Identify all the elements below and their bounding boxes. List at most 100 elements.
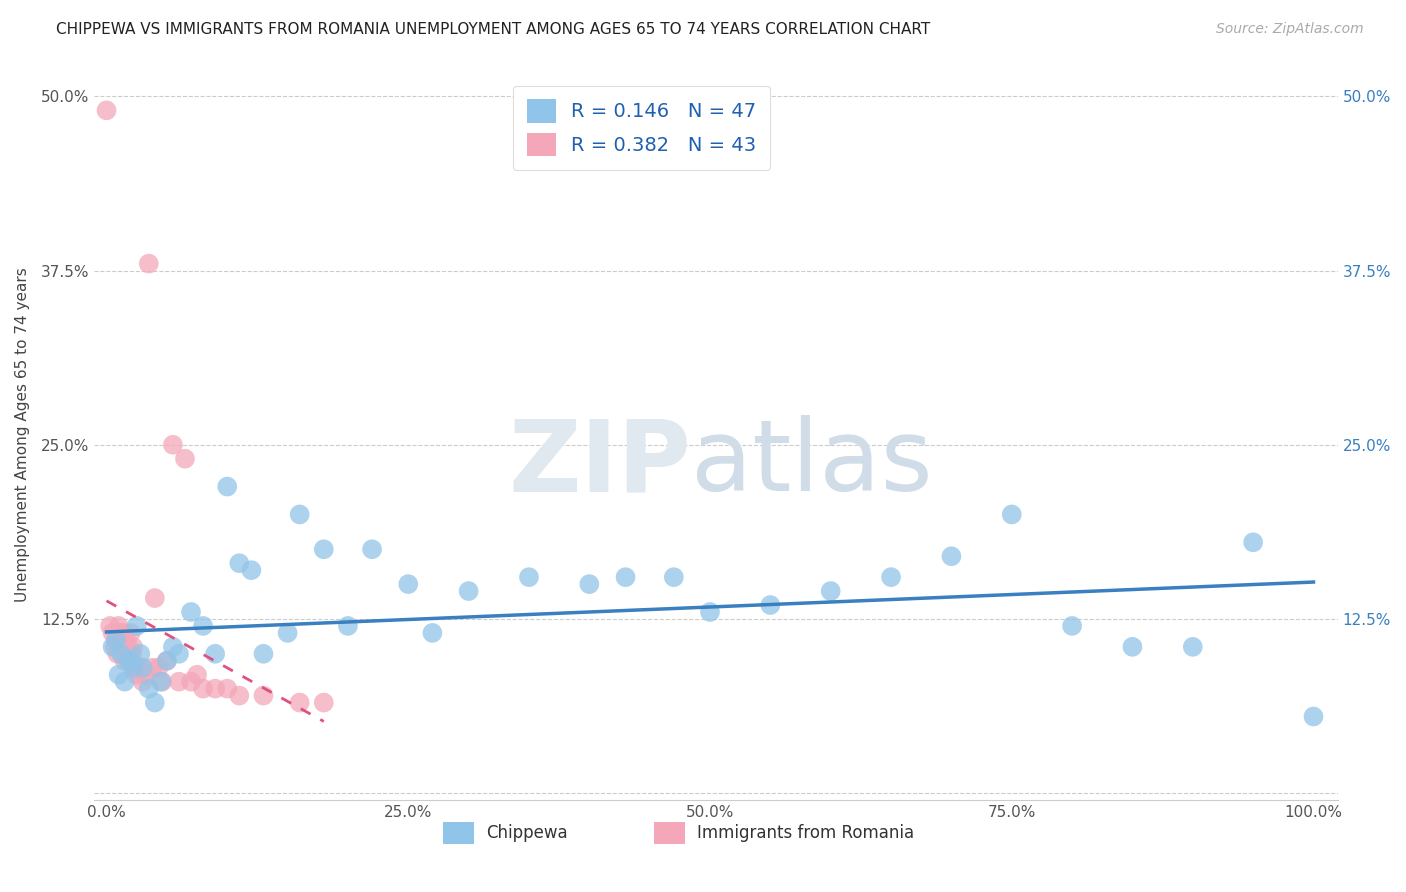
- Point: [114, 654, 136, 668]
- Point: [125, 667, 148, 681]
- Point: [98, 619, 121, 633]
- Text: Immigrants from Romania: Immigrants from Romania: [697, 824, 914, 842]
- Point: [162, 640, 184, 654]
- Point: [457, 584, 479, 599]
- Point: [121, 647, 143, 661]
- Point: [110, 626, 132, 640]
- Point: [156, 654, 179, 668]
- Point: [191, 619, 214, 633]
- Point: [312, 696, 335, 710]
- Point: [105, 632, 128, 647]
- Point: [105, 632, 128, 647]
- Point: [156, 654, 179, 668]
- Point: [101, 626, 124, 640]
- Point: [880, 570, 903, 584]
- Point: [252, 647, 274, 661]
- Point: [149, 674, 172, 689]
- Point: [228, 689, 250, 703]
- Point: [217, 681, 239, 696]
- Point: [1121, 640, 1143, 654]
- Point: [143, 696, 166, 710]
- Point: [132, 661, 155, 675]
- Point: [1062, 619, 1084, 633]
- Point: [138, 681, 160, 696]
- Text: Chippewa: Chippewa: [486, 824, 568, 842]
- Point: [422, 626, 444, 640]
- Point: [186, 667, 208, 681]
- Point: [614, 570, 637, 584]
- Point: [240, 563, 263, 577]
- Point: [107, 667, 129, 681]
- Point: [252, 689, 274, 703]
- Point: [112, 626, 135, 640]
- Point: [150, 674, 173, 689]
- Legend: R = 0.146   N = 47, R = 0.382   N = 43: R = 0.146 N = 47, R = 0.382 N = 43: [513, 86, 770, 170]
- Point: [117, 640, 139, 654]
- Point: [228, 556, 250, 570]
- Point: [336, 619, 359, 633]
- Point: [122, 640, 145, 654]
- Point: [312, 542, 335, 557]
- Point: [759, 598, 782, 612]
- Point: [101, 640, 124, 654]
- Text: ZIP: ZIP: [509, 415, 692, 512]
- Point: [118, 654, 141, 668]
- Point: [820, 584, 842, 599]
- Y-axis label: Unemployment Among Ages 65 to 74 years: Unemployment Among Ages 65 to 74 years: [15, 267, 30, 602]
- Point: [104, 640, 127, 654]
- Point: [204, 681, 226, 696]
- Point: [122, 661, 145, 675]
- Point: [108, 632, 131, 647]
- Point: [941, 549, 963, 564]
- Point: [129, 647, 152, 661]
- Point: [204, 647, 226, 661]
- Point: [120, 654, 142, 668]
- Point: [361, 542, 384, 557]
- Point: [1001, 508, 1024, 522]
- Text: Source: ZipAtlas.com: Source: ZipAtlas.com: [1216, 22, 1364, 37]
- Text: CHIPPEWA VS IMMIGRANTS FROM ROMANIA UNEMPLOYMENT AMONG AGES 65 TO 74 YEARS CORRE: CHIPPEWA VS IMMIGRANTS FROM ROMANIA UNEM…: [56, 22, 931, 37]
- Point: [288, 508, 311, 522]
- Point: [124, 661, 146, 675]
- Point: [120, 626, 142, 640]
- Point: [143, 591, 166, 605]
- Point: [578, 577, 600, 591]
- Point: [288, 696, 311, 710]
- Point: [138, 257, 160, 271]
- Point: [115, 632, 138, 647]
- Point: [162, 438, 184, 452]
- Point: [517, 570, 540, 584]
- Point: [117, 654, 139, 668]
- Point: [1241, 535, 1264, 549]
- Bar: [654, 822, 685, 844]
- Point: [111, 640, 134, 654]
- Point: [107, 647, 129, 661]
- Point: [110, 647, 132, 661]
- Point: [662, 570, 685, 584]
- Point: [180, 605, 202, 619]
- Point: [96, 103, 118, 118]
- Point: [125, 619, 148, 633]
- Point: [141, 661, 163, 675]
- Point: [148, 661, 170, 675]
- Point: [217, 479, 239, 493]
- Point: [174, 451, 197, 466]
- Point: [124, 661, 146, 675]
- Point: [115, 647, 138, 661]
- Point: [191, 681, 214, 696]
- Point: [114, 674, 136, 689]
- Point: [167, 674, 190, 689]
- Point: [396, 577, 419, 591]
- Bar: [443, 822, 474, 844]
- Point: [132, 674, 155, 689]
- Text: atlas: atlas: [692, 415, 932, 512]
- Point: [180, 674, 202, 689]
- Point: [128, 661, 150, 675]
- Point: [1302, 709, 1324, 723]
- Point: [107, 619, 129, 633]
- Point: [167, 647, 190, 661]
- Point: [277, 626, 299, 640]
- Point: [699, 605, 721, 619]
- Point: [134, 667, 156, 681]
- Point: [1181, 640, 1204, 654]
